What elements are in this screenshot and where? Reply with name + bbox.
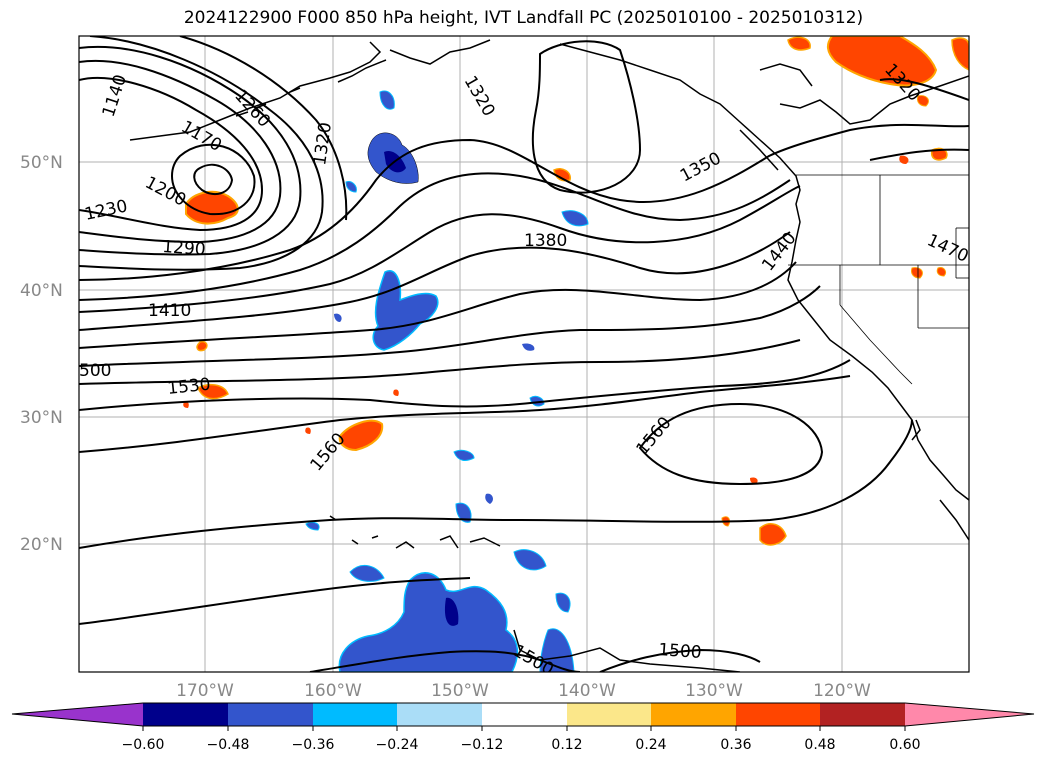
colorbar-tick-label: 0.24 — [635, 737, 666, 753]
lat-tick-label: 40°N — [20, 281, 63, 301]
lon-tick-label: 120°W — [813, 681, 871, 701]
colorbar-extend-left — [12, 703, 143, 726]
colorbar-segment — [567, 703, 651, 726]
contour-label: 1290 — [162, 237, 207, 260]
lat-tick-label: 20°N — [20, 535, 63, 555]
colorbar-segment — [313, 703, 397, 726]
lon-tick-label: 150°W — [431, 681, 489, 701]
colorbar-tick-label: −0.24 — [376, 737, 419, 753]
contour-label: 1410 — [148, 301, 191, 321]
lon-tick-label: 130°W — [685, 681, 743, 701]
lon-tick-label: 170°W — [176, 681, 234, 701]
lon-tick-label: 160°W — [304, 681, 362, 701]
colorbar-tick-label: 0.60 — [889, 737, 920, 753]
colorbar-tick-label: −0.48 — [207, 737, 250, 753]
colorbar: −0.60 −0.48 −0.36 −0.24 −0.12 0.12 0.24 … — [11, 702, 1035, 753]
colorbar-tick-label: 0.48 — [804, 737, 835, 753]
contour-label: 500 — [79, 361, 111, 381]
colorbar-segment — [820, 703, 905, 726]
colorbar-tick-label: −0.60 — [122, 737, 165, 753]
gridlines — [79, 36, 969, 672]
colorbar-segment — [143, 703, 228, 726]
colorbar-tick-label: 0.36 — [720, 737, 751, 753]
contour-label: 1380 — [524, 231, 567, 251]
map-border — [78, 35, 970, 673]
colorbar-tick-label: −0.12 — [461, 737, 504, 753]
colorbar-segment — [397, 703, 482, 726]
lon-tick-label: 140°W — [558, 681, 616, 701]
colorbar-tick-label: −0.36 — [292, 737, 335, 753]
colorbar-segment — [482, 703, 567, 726]
colorbar-tick-label: 0.12 — [551, 737, 582, 753]
ivt-positive-shading — [183, 36, 969, 546]
map-title: 2024122900 F000 850 hPa height, IVT Land… — [183, 8, 864, 28]
latitude-labels: 20°N 30°N 40°N 50°N — [20, 153, 63, 555]
lat-tick-label: 30°N — [20, 408, 63, 428]
height-contours — [79, 36, 969, 672]
colorbar-segment — [228, 703, 313, 726]
colorbar-segment — [736, 703, 820, 726]
political-borders — [788, 174, 969, 385]
colorbar-extend-right — [905, 703, 1034, 726]
contour-label: 1530 — [166, 375, 211, 399]
lat-tick-label: 50°N — [20, 153, 63, 173]
contour-label: 1500 — [658, 640, 703, 663]
colorbar-segment — [651, 703, 736, 726]
colorbar-ticks — [142, 726, 906, 731]
longitude-labels: 170°W 160°W 150°W 140°W 130°W 120°W — [176, 681, 871, 701]
coastlines — [129, 39, 969, 672]
